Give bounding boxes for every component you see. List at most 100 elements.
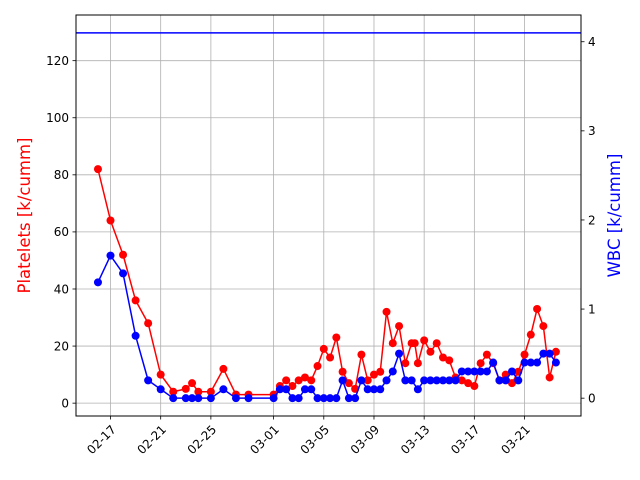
data-point (131, 296, 140, 305)
data-point (451, 376, 460, 385)
data-point (464, 379, 473, 388)
data-point (313, 362, 322, 371)
data-point (282, 385, 291, 394)
x-axis: 02-17 02-21 02-25 03-01 03-05 03-09 03-13 03-17… (84, 416, 533, 457)
data-point (181, 394, 190, 403)
data-point (438, 376, 447, 385)
series-line (97, 168, 557, 396)
data-point (514, 376, 523, 385)
data-point (219, 385, 228, 394)
data-point (206, 394, 215, 403)
series-line (97, 254, 557, 399)
data-point (188, 379, 197, 388)
data-point (476, 359, 485, 368)
data-point (169, 394, 178, 403)
data-point (545, 349, 554, 358)
data-point (106, 251, 115, 260)
data-point (420, 376, 429, 385)
data-point (275, 385, 284, 394)
data-point (457, 367, 466, 376)
data-point (319, 344, 328, 353)
data-point (470, 367, 479, 376)
data-point (300, 373, 309, 382)
right-y-tick-label: 1 (588, 302, 596, 316)
wbc-series (93, 251, 560, 403)
data-point (369, 370, 378, 379)
data-point (307, 385, 316, 394)
x-tick-label: 02-21 (134, 422, 169, 457)
data-point (300, 385, 309, 394)
right-axis-title: WBC [k/cumm] (605, 154, 624, 278)
data-point (426, 376, 435, 385)
data-point (269, 394, 278, 403)
data-point (501, 376, 510, 385)
data-point (489, 358, 498, 367)
data-point (432, 376, 441, 385)
data-point (119, 269, 128, 278)
x-tick-label: 03-21 (498, 422, 533, 457)
left-y-tick-label: 100 (46, 111, 69, 125)
x-tick-label: 03-09 (348, 422, 383, 457)
data-point (194, 394, 203, 403)
data-point (382, 307, 391, 316)
data-point (144, 319, 153, 328)
data-point (407, 376, 416, 385)
right-y-tick-label: 2 (588, 213, 596, 227)
data-point (169, 387, 178, 396)
data-point (344, 379, 353, 388)
data-point (93, 278, 102, 287)
data-point (457, 376, 466, 385)
data-point (526, 330, 535, 339)
x-tick-label: 03-05 (298, 422, 333, 457)
data-point (106, 216, 115, 225)
data-point (410, 339, 419, 348)
data-point (344, 394, 353, 403)
plot-frame (75, 14, 582, 417)
data-point (495, 376, 504, 385)
data-point (119, 250, 128, 259)
data-point (445, 356, 454, 365)
data-point (231, 394, 240, 403)
data-point (156, 370, 165, 379)
data-point (388, 339, 397, 348)
left-y-tick-label: 20 (54, 339, 69, 353)
data-point (376, 367, 385, 376)
data-point (482, 367, 491, 376)
data-point (376, 385, 385, 394)
left-y-tick-label: 60 (54, 225, 69, 239)
data-point (545, 373, 554, 382)
data-point (413, 359, 422, 368)
data-point (206, 387, 215, 396)
data-point (476, 367, 485, 376)
data-point (539, 322, 548, 331)
data-point (388, 367, 397, 376)
right-y-tick-label: 4 (588, 35, 596, 49)
data-point (520, 358, 529, 367)
data-point (131, 331, 140, 340)
data-point (338, 376, 347, 385)
data-point (326, 394, 335, 403)
data-point (351, 394, 360, 403)
data-point (219, 364, 228, 373)
data-point (382, 376, 391, 385)
data-point (93, 165, 102, 174)
left-y-tick-label: 80 (54, 168, 69, 182)
data-point (313, 394, 322, 403)
data-point (357, 376, 366, 385)
data-point (526, 358, 535, 367)
data-point (507, 367, 516, 376)
data-point (470, 382, 479, 391)
data-point (401, 359, 410, 368)
data-point (307, 376, 316, 385)
data-point (369, 385, 378, 394)
data-point (426, 347, 435, 356)
series (93, 165, 560, 403)
x-tick-label: 03-13 (398, 422, 433, 457)
data-point (282, 376, 291, 385)
left-y-axis: 0 20 40 60 80 100 120 (46, 54, 76, 410)
left-y-tick-label: 0 (61, 396, 69, 410)
data-point (363, 385, 372, 394)
right-y-tick-label: 0 (588, 391, 596, 405)
data-point (413, 385, 422, 394)
x-tick-label: 02-25 (185, 422, 220, 457)
